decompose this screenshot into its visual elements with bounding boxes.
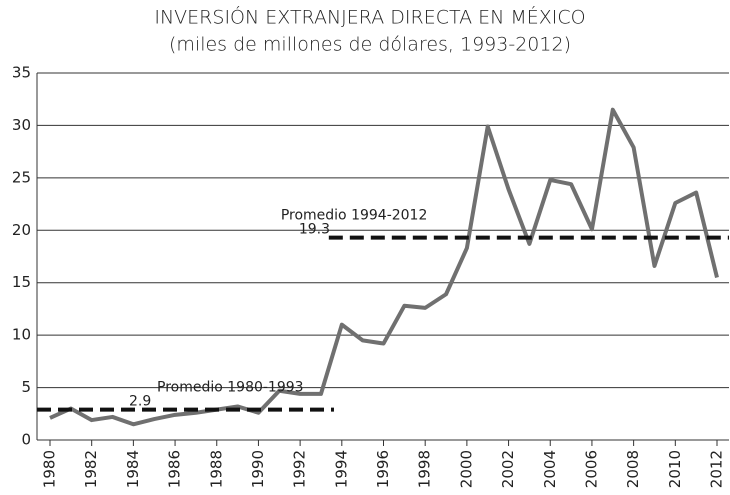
average-label: Promedio 1994-2012 (281, 208, 428, 224)
y-tick-label: 35 (12, 64, 31, 82)
average-value: 2.9 (129, 394, 151, 410)
x-tick-label: 2004 (541, 450, 559, 488)
average-value: 19.3 (299, 222, 330, 238)
y-tick-label: 20 (12, 221, 31, 239)
y-tick-label: 25 (12, 168, 31, 186)
x-tick-label: 1990 (249, 450, 267, 488)
x-tick-label: 1984 (124, 450, 142, 488)
y-tick-label: 10 (12, 326, 31, 344)
x-tick-label: 1986 (166, 450, 184, 488)
x-tick-label: 1992 (291, 450, 309, 488)
x-tick-label: 1988 (207, 450, 225, 488)
x-tick-label: 2012 (708, 450, 726, 488)
x-tick-label: 2002 (499, 450, 517, 488)
x-tick-label: 1982 (82, 450, 100, 488)
x-tick-label: 1994 (332, 450, 350, 488)
chart-subtitle: (miles de millones de dólares, 1993-2012… (169, 34, 571, 56)
average-label: Promedio 1980-1993 (157, 380, 304, 396)
x-tick-label: 2010 (666, 450, 684, 488)
data-line (49, 107, 719, 427)
x-tick-label: 1980 (41, 450, 59, 488)
x-tick-label: 1996 (374, 450, 392, 488)
y-tick-label: 30 (12, 116, 31, 134)
y-tick-label: 0 (21, 431, 31, 449)
x-tick-label: 2000 (457, 450, 475, 488)
chart-title: INVERSIÓN EXTRANJERA DIRECTA EN MÉXICO (154, 5, 585, 29)
y-tick-label: 5 (21, 378, 31, 396)
y-tick-label: 15 (12, 273, 31, 291)
x-tick-label: 2008 (624, 450, 642, 488)
x-tick-label: 2006 (582, 450, 600, 488)
x-tick-label: 1998 (416, 450, 434, 488)
